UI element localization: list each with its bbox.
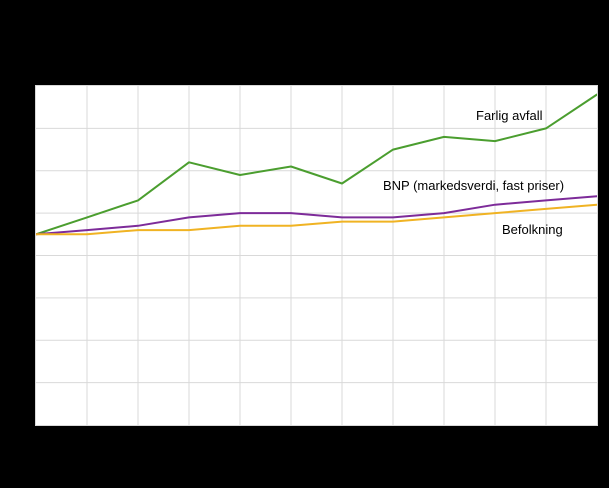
series-label-bnp: BNP (markedsverdi, fast priser) [383, 178, 565, 193]
series-line-farlig-avfall [36, 93, 597, 236]
chart-svg [36, 86, 597, 425]
series-line-befolkning [36, 203, 597, 236]
series-label-farlig-avfall: Farlig avfall [476, 108, 543, 123]
series-line-bnp-markedsverdi-fast-priser [36, 195, 597, 236]
series-label-befolkning: Befolkning [502, 222, 563, 237]
plot-area: Farlig avfall BNP (markedsverdi, fast pr… [35, 85, 598, 426]
